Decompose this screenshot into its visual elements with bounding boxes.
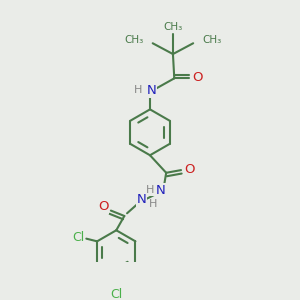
- Text: Cl: Cl: [72, 231, 84, 244]
- Text: H: H: [134, 85, 142, 95]
- Text: CH₃: CH₃: [124, 35, 143, 45]
- Text: H: H: [148, 200, 157, 209]
- Text: H: H: [146, 185, 154, 195]
- Text: Cl: Cl: [110, 288, 122, 300]
- Text: N: N: [137, 193, 147, 206]
- Text: O: O: [192, 71, 202, 84]
- Text: CH₃: CH₃: [202, 35, 222, 45]
- Text: CH₃: CH₃: [163, 22, 183, 32]
- Text: N: N: [156, 184, 166, 197]
- Text: O: O: [184, 163, 195, 176]
- Text: O: O: [98, 200, 109, 213]
- Text: N: N: [146, 84, 156, 97]
